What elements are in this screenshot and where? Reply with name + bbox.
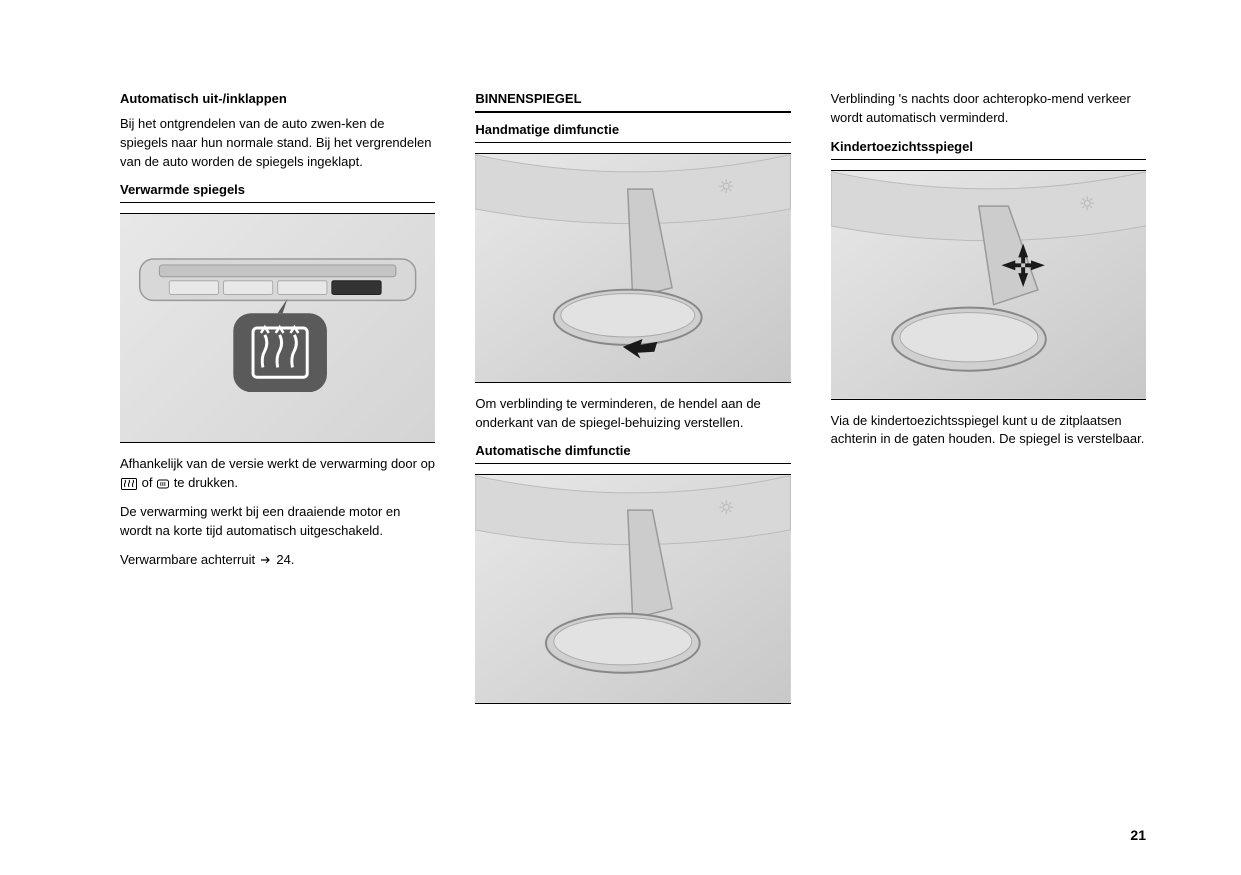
para-auto-fold: Bij het ontgrendelen van de auto zwen-ke… bbox=[120, 115, 435, 172]
defrost-icon bbox=[121, 478, 137, 490]
page-number: 21 bbox=[1130, 825, 1146, 845]
heading-heated-mirrors: Verwarmde spiegels bbox=[120, 181, 435, 203]
text-fragment: te drukken. bbox=[170, 475, 238, 490]
figure-child-mirror bbox=[831, 170, 1146, 400]
column-1: Automatisch uit-/inklappen Bij het ontgr… bbox=[120, 90, 435, 716]
heading-child-mirror: Kindertoezichtsspiegel bbox=[831, 138, 1146, 160]
heading-auto-fold: Automatisch uit-/inklappen bbox=[120, 90, 435, 109]
heading-manual-dim: Handmatige dimfunctie bbox=[475, 121, 790, 143]
reference-arrow-icon bbox=[260, 555, 272, 565]
column-2: BINNENSPIEGEL Handmatige dimfunctie bbox=[475, 90, 790, 716]
section-interior-mirror: BINNENSPIEGEL bbox=[475, 90, 790, 113]
para-rear-window-ref: Verwarmbare achterruit 24. bbox=[120, 551, 435, 570]
figure-auto-dim bbox=[475, 474, 790, 704]
para-heating-operation: Afhankelijk van de versie werkt de verwa… bbox=[120, 455, 435, 493]
para-auto-dim-desc: Verblinding 's nachts door achteropko-me… bbox=[831, 90, 1146, 128]
text-fragment: Verwarmbare achterruit bbox=[120, 552, 259, 567]
child-mirror-illustration bbox=[831, 171, 1146, 399]
auto-dim-mirror-illustration bbox=[475, 475, 790, 703]
para-manual-dim: Om verblinding te verminderen, de hendel… bbox=[475, 395, 790, 433]
para-child-mirror: Via de kindertoezichtsspiegel kunt u de … bbox=[831, 412, 1146, 450]
manual-dim-mirror-illustration bbox=[475, 154, 790, 382]
figure-manual-dim bbox=[475, 153, 790, 383]
figure-heated-mirrors bbox=[120, 213, 435, 443]
para-heating-auto-off: De verwarming werkt bij een draaiende mo… bbox=[120, 503, 435, 541]
page-content: Automatisch uit-/inklappen Bij het ontgr… bbox=[0, 0, 1241, 766]
text-fragment: Afhankelijk van de versie werkt de verwa… bbox=[120, 456, 435, 471]
heading-auto-dim: Automatische dimfunctie bbox=[475, 442, 790, 464]
column-3: Verblinding 's nachts door achteropko-me… bbox=[831, 90, 1146, 716]
defrost-small-icon bbox=[157, 478, 169, 490]
heated-mirror-control-illustration bbox=[120, 214, 435, 442]
text-fragment: 24. bbox=[273, 552, 295, 567]
text-fragment: of bbox=[138, 475, 156, 490]
